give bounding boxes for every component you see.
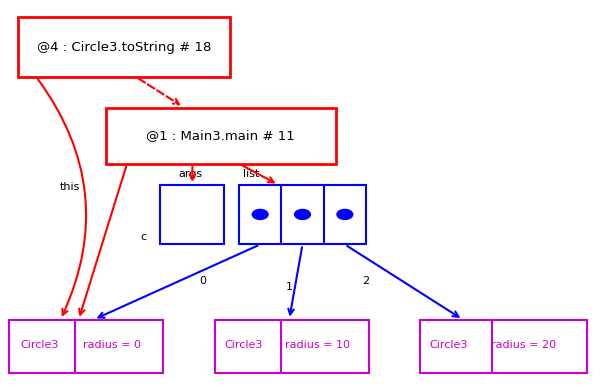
Bar <box>9 320 163 373</box>
Bar <box>215 320 369 373</box>
Bar <box>160 185 224 244</box>
Bar <box>420 320 587 373</box>
Text: 2: 2 <box>362 276 370 286</box>
Text: @4 : Circle3.toString # 18: @4 : Circle3.toString # 18 <box>37 41 211 54</box>
Text: Circle3: Circle3 <box>224 340 263 350</box>
Text: @1 : Main3.main # 11: @1 : Main3.main # 11 <box>146 129 295 142</box>
Circle shape <box>252 209 268 219</box>
Circle shape <box>337 209 353 219</box>
Text: args: args <box>178 169 203 179</box>
Bar <box>239 185 366 244</box>
Bar <box>18 17 230 77</box>
Text: list: list <box>243 169 260 179</box>
Text: radius = 10: radius = 10 <box>285 340 350 350</box>
Text: 1: 1 <box>286 282 293 292</box>
Text: Circle3: Circle3 <box>20 340 59 350</box>
Text: 0: 0 <box>199 276 206 286</box>
Text: this: this <box>59 182 80 192</box>
Circle shape <box>295 209 310 219</box>
Text: radius = 20: radius = 20 <box>491 340 556 350</box>
Bar <box>106 108 336 164</box>
Text: c: c <box>140 232 146 242</box>
Text: Circle3: Circle3 <box>430 340 468 350</box>
Text: radius = 0: radius = 0 <box>83 340 141 350</box>
